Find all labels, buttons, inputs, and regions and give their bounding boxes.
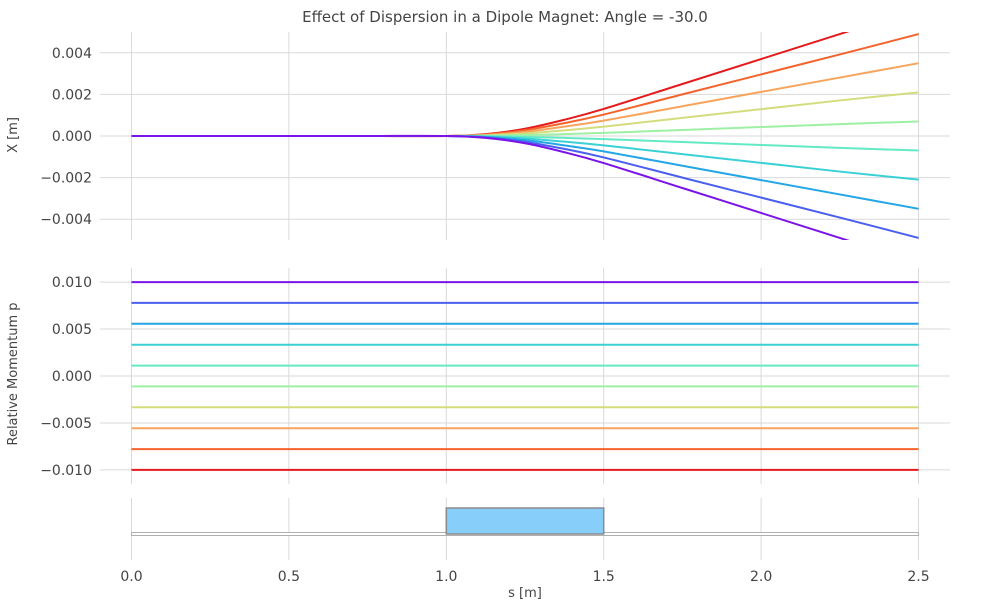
dipole-magnet-block [445,507,605,535]
momentum-y-ticks: 0.010 0.005 0.000 −0.005 −0.010 [40,275,92,479]
position-y-axis-label: X [m] [6,117,21,153]
momentum-y-axis-label: Relative Momentum p [6,302,21,445]
beamline-elements [130,507,920,536]
position-series [131,32,919,240]
beamline-panel: 0.0 0.5 1.0 1.5 2.0 2.5 s [m] [120,498,930,600]
momentum-grid [100,268,950,484]
y-tick-label: 0.002 [52,87,92,103]
x-tick-label: 1.5 [593,569,615,585]
y-tick-label: −0.005 [40,416,92,432]
x-tick-label: 2.5 [907,569,929,585]
position-y-ticks: 0.004 0.002 0.000 −0.002 −0.004 [40,46,92,228]
y-tick-label: 0.000 [52,369,92,385]
momentum-series [131,281,919,471]
x-tick-label: 0.0 [120,569,142,585]
position-panel: 0.004 0.002 0.000 −0.002 −0.004 X [m] [6,32,950,240]
x-tick-label: 2.0 [750,569,772,585]
figure-title: Effect of Dispersion in a Dipole Magnet:… [302,8,708,26]
y-tick-label: −0.010 [40,463,92,479]
x-tick-label: 1.0 [435,569,457,585]
y-tick-label: 0.004 [52,46,92,62]
y-tick-label: 0.005 [52,322,92,338]
y-tick-label: 0.010 [52,275,92,291]
x-tick-label: 0.5 [278,569,300,585]
x-axis-label: s [m] [508,586,542,600]
position-series-line [131,134,850,240]
x-axis-ticks: 0.0 0.5 1.0 1.5 2.0 2.5 [120,569,929,585]
momentum-panel: 0.010 0.005 0.000 −0.005 −0.010 Relative Mom… [6,268,950,484]
y-tick-label: −0.004 [40,212,92,228]
y-tick-label: 0.000 [52,129,92,145]
position-series-line [131,32,850,138]
y-tick-label: −0.002 [40,171,92,187]
